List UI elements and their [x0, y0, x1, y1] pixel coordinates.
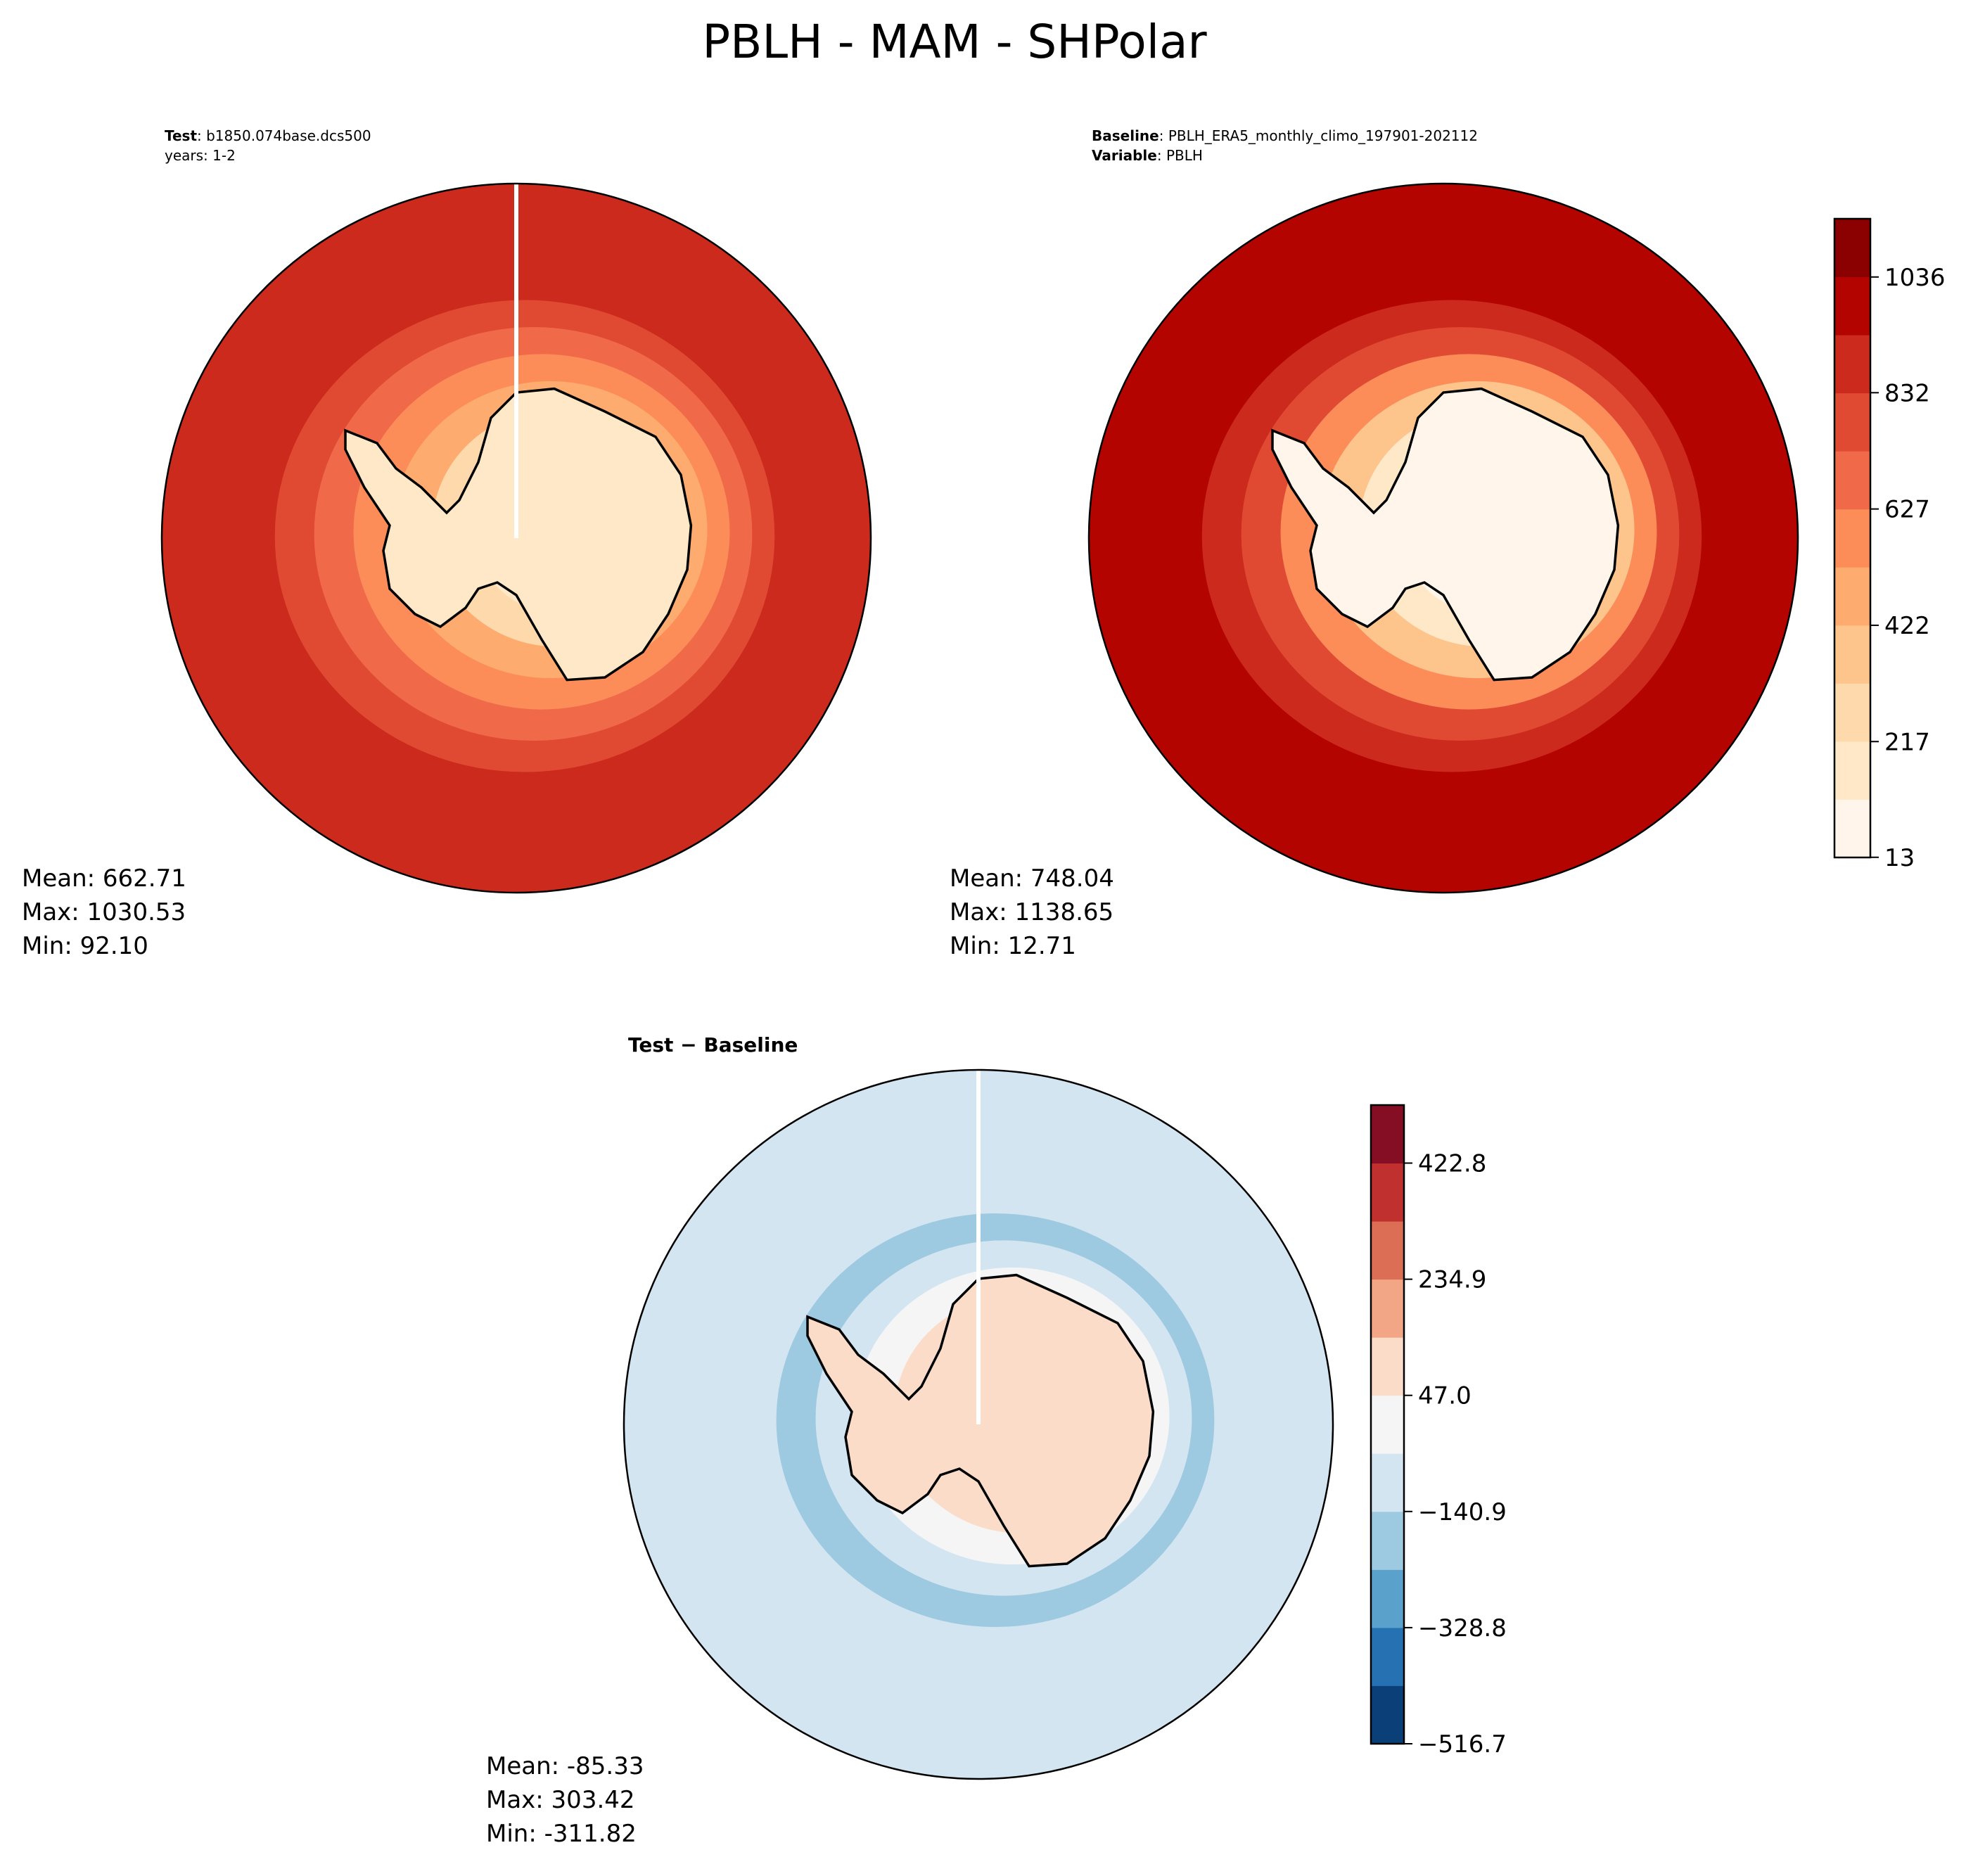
colorbar-band [1371, 1105, 1404, 1164]
colorbar-band [1834, 509, 1870, 568]
coastline [806, 1273, 1155, 1568]
header-part: Baseline [1092, 127, 1159, 144]
header-part: Test − Baseline [628, 1033, 798, 1057]
map-field [624, 1070, 1333, 1779]
map-boundary [1087, 182, 1799, 894]
colorbar-tick-label: 217 [1884, 728, 1930, 756]
colorbar-band [1371, 1627, 1404, 1686]
map-panel: Test: b1850.074base.dcs500 years: 1-2 Mean… [22, 127, 872, 960]
header-part: Variable [1092, 147, 1157, 164]
colorbar-tick-label: 234.9 [1418, 1266, 1486, 1294]
stat-text: Max: 1138.65 [950, 898, 1113, 926]
panel-header: Test: b1850.074base.dcs500 [165, 127, 371, 144]
colorbar-tick-label: 832 [1884, 379, 1930, 407]
colorbar-band [1371, 1337, 1404, 1396]
stat-text: Min: 92.10 [22, 932, 148, 960]
colorbar: 13 217 422 627 832 1036 [1833, 217, 1946, 872]
map-panel: Baseline: PBLH_ERA5_monthly_climo_197901… [950, 127, 1799, 960]
stat-text: Min: -311.82 [486, 1820, 637, 1848]
colorbar-band [1834, 567, 1870, 626]
colorbar-band [1371, 1221, 1404, 1280]
colorbar-tick-label: −516.7 [1418, 1730, 1507, 1759]
colorbar-band [1834, 276, 1870, 336]
colorbar-tick-label: −328.8 [1418, 1614, 1507, 1642]
colorbar-band [1834, 683, 1870, 742]
colorbar-tick-label: 422 [1884, 612, 1930, 640]
header-part: : b1850.074base.dcs500 [197, 127, 371, 144]
colorbar-band [1371, 1163, 1404, 1222]
continent-fill [1272, 388, 1619, 680]
panel-header: Variable: PBLH [1092, 147, 1203, 164]
header-part: years: 1-2 [165, 147, 236, 164]
map-field [1089, 184, 1798, 893]
colorbar-band [1834, 741, 1870, 800]
colorbar-band [1371, 1453, 1404, 1512]
stat-text: Mean: 662.71 [22, 864, 186, 893]
coastline [344, 387, 693, 682]
colorbar-band [1371, 1279, 1404, 1338]
colorbar-band [1371, 1395, 1404, 1454]
map-panel: Test − Baseline Mean: -85.33 Max: 303.42 Mi… [486, 1033, 1334, 1848]
colorbar-band [1371, 1569, 1404, 1628]
stat-text: Max: 303.42 [486, 1786, 635, 1814]
stat-text: Min: 12.71 [950, 932, 1076, 960]
colorbar-band [1371, 1685, 1404, 1744]
coastline [1271, 387, 1620, 682]
panel-header: Test − Baseline [628, 1033, 798, 1057]
stat-text: Mean: -85.33 [486, 1752, 644, 1780]
colorbar-tick-label: 1036 [1884, 264, 1946, 292]
colorbar-frame [1833, 217, 1872, 859]
colorbar-tick-label: 47.0 [1418, 1382, 1472, 1410]
panel-header: Baseline: PBLH_ERA5_monthly_climo_197901… [1092, 127, 1478, 144]
colorbar-band [1834, 451, 1870, 510]
header-part: : PBLH [1157, 147, 1203, 164]
map-field [162, 184, 871, 893]
colorbar-tick-label: −140.9 [1418, 1498, 1507, 1526]
colorbar-band [1834, 335, 1870, 394]
colorbar-tick-label: 422.8 [1418, 1150, 1486, 1178]
colorbar-band [1834, 219, 1870, 278]
colorbar-band [1371, 1511, 1404, 1570]
figure-title: PBLH - MAM - SHPolar [702, 15, 1207, 69]
map-boundary [160, 182, 872, 894]
stat-text: Max: 1030.53 [22, 898, 186, 926]
header-part: Test [165, 127, 197, 144]
header-part: : PBLH_ERA5_monthly_climo_197901-202112 [1159, 127, 1478, 144]
colorbar-band [1834, 799, 1870, 858]
map-boundary [623, 1068, 1334, 1780]
colorbar-band [1834, 625, 1870, 684]
colorbar-tick-label: 13 [1884, 844, 1915, 872]
colorbar-band [1834, 393, 1870, 452]
colorbar: −516.7 −328.8 −140.9 47.0 234.9 422.8 [1370, 1104, 1507, 1759]
colorbar-frame [1370, 1104, 1405, 1745]
panel-header: years: 1-2 [165, 147, 236, 164]
colorbar-tick-label: 627 [1884, 496, 1930, 524]
stat-text: Mean: 748.04 [950, 864, 1114, 893]
